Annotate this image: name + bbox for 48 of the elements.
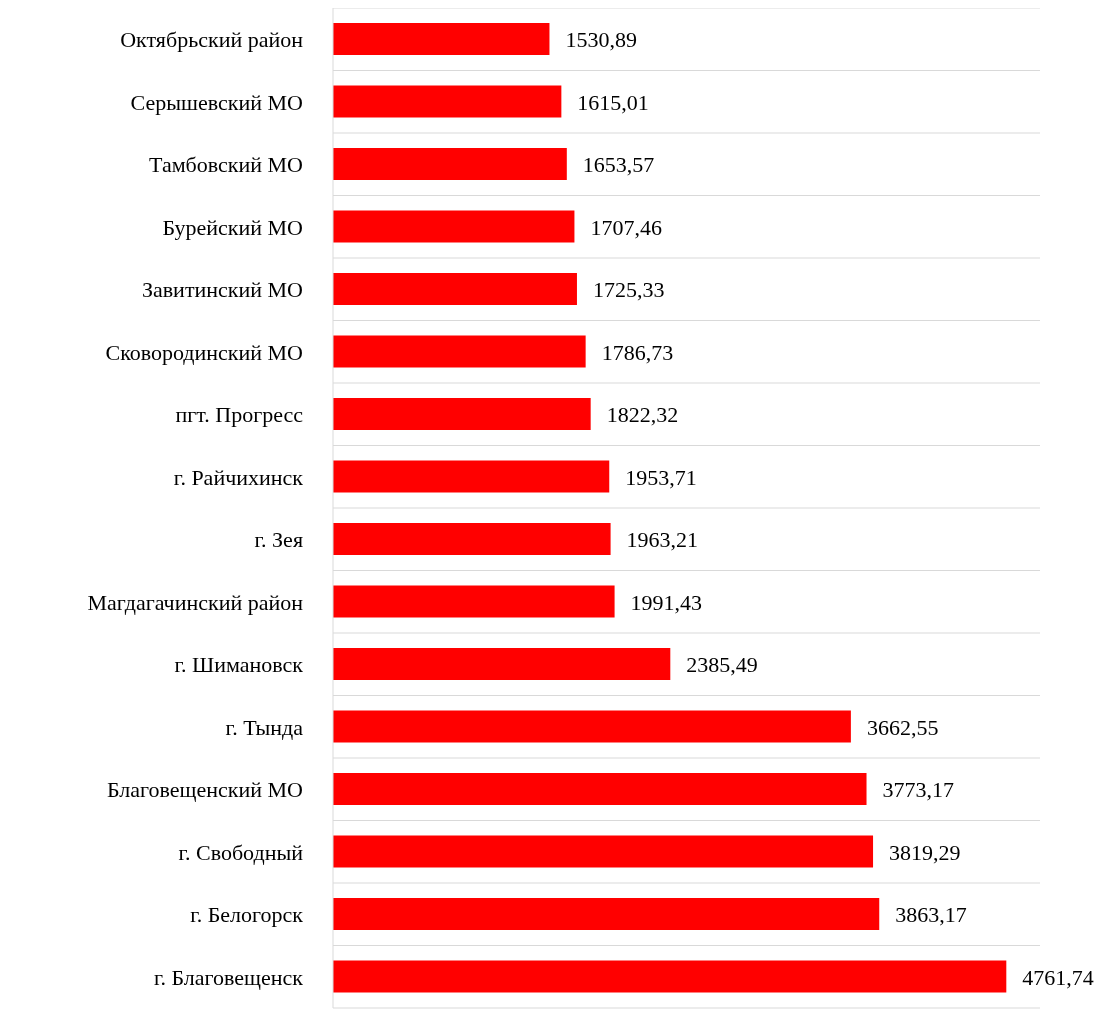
bar	[333, 710, 851, 743]
data-label: 3662,55	[866, 714, 939, 740]
bar	[333, 460, 610, 493]
y-tick-label: г. Райчихинск	[173, 464, 304, 490]
y-tick-label: г. Свободный	[178, 839, 304, 865]
bar	[333, 960, 1007, 993]
data-label: 3863,17	[895, 902, 967, 927]
y-tick-label: г. Белогорск	[190, 902, 304, 928]
y-tick-label: г. Благовещенск	[153, 964, 304, 990]
bar	[333, 148, 567, 180]
data-label: 1707,46	[590, 214, 662, 240]
y-tick-label: Октябрьский район	[120, 27, 304, 53]
data-label: 1822,32	[606, 402, 679, 427]
data-label: 1615,01	[577, 89, 649, 115]
data-label: 1953,71	[625, 464, 697, 490]
data-label: 1786,73	[601, 339, 674, 365]
y-tick-label: Бурейский МО	[162, 214, 303, 240]
y-tick-label: Сковородинский МО	[105, 339, 303, 365]
data-label: 3773,17	[882, 777, 955, 802]
y-tick-label: Завитинский МО	[141, 277, 303, 303]
y-tick-label: Благовещенский МО	[106, 777, 303, 803]
data-label: 1991,43	[630, 589, 703, 615]
y-tick-label: Серышевский МО	[130, 89, 303, 115]
data-label: 1653,57	[582, 152, 655, 177]
bar	[333, 523, 611, 555]
bar	[333, 335, 586, 368]
y-tick-label: г. Тында	[225, 714, 304, 740]
y-tick-label: г. Зея	[254, 527, 303, 553]
y-tick-label: г. Шимановск	[174, 652, 304, 678]
y-tick-label: Тамбовский МО	[149, 152, 303, 178]
data-label: 1530,89	[565, 27, 637, 52]
bar	[333, 835, 874, 868]
data-label: 1725,33	[592, 277, 665, 302]
bar	[333, 585, 615, 618]
bar	[333, 648, 671, 680]
bar	[333, 23, 550, 55]
data-label: 3819,29	[889, 839, 961, 865]
data-label: 4761,74	[1022, 964, 1094, 990]
bar	[333, 398, 591, 430]
bar	[333, 898, 880, 930]
y-tick-label: Магдагачинский район	[87, 589, 304, 615]
data-label: 2385,49	[686, 652, 758, 677]
bar	[333, 273, 577, 305]
data-label: 1963,21	[626, 527, 699, 552]
y-tick-label: пгт. Прогресс	[175, 402, 304, 428]
bar	[333, 85, 562, 118]
bar	[333, 773, 867, 805]
bar	[333, 210, 575, 243]
